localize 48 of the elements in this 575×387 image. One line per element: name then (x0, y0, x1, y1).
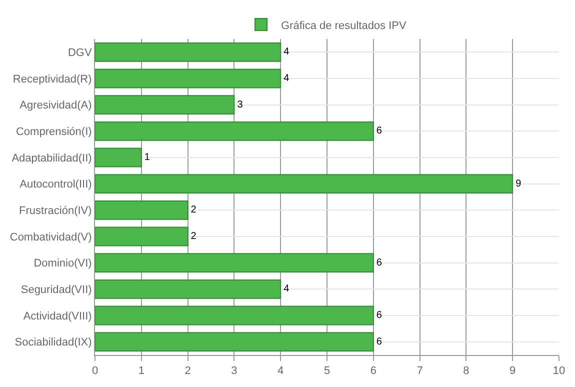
data-label: 1 (144, 152, 150, 163)
x-tick-label: 9 (510, 365, 516, 378)
x-tick-label: 5 (324, 365, 330, 378)
data-label: 4 (284, 284, 290, 295)
data-label: 2 (190, 204, 197, 216)
bar (95, 332, 374, 352)
bar (95, 174, 514, 194)
x-tick-label: 3 (231, 365, 238, 378)
y-tick-label: Adaptabilidad(II) (12, 152, 92, 164)
data-label: 6 (376, 336, 382, 348)
data-label: 4 (284, 73, 290, 84)
data-label: 9 (516, 178, 522, 190)
bar (95, 226, 188, 246)
y-tick-label: Actividad(VIII) (23, 310, 92, 322)
y-tick-label: Autocontrol(III) (20, 178, 92, 191)
y-tick-label: Dominio(VI) (34, 258, 92, 270)
x-tick-label: 8 (463, 365, 470, 378)
data-label: 3 (237, 99, 244, 110)
bar (95, 42, 282, 62)
bar (95, 253, 374, 273)
y-tick-label: DGV (68, 47, 92, 60)
y-tick-label: Comprensión(I) (16, 126, 92, 138)
y-tick-label: Sociabilidad(IX) (14, 336, 92, 349)
y-tick-label: Receptividad(R) (12, 73, 92, 86)
bar (95, 148, 142, 168)
y-tick-label: Combatividad(V) (10, 231, 92, 244)
x-tick-label: 0 (92, 365, 98, 378)
data-label: 6 (376, 257, 382, 268)
x-tick-label: 10 (552, 365, 566, 378)
bar (95, 68, 282, 88)
y-tick-label: Agresividad(A) (20, 100, 92, 112)
x-tick-label: 1 (138, 365, 144, 378)
bar (95, 95, 235, 115)
bar (95, 200, 188, 220)
bar (95, 306, 374, 326)
y-tick-label: Frustración(IV) (19, 205, 92, 218)
x-tick-label: 6 (370, 365, 376, 378)
bar (95, 121, 374, 141)
x-tick-label: 2 (184, 365, 191, 378)
data-label: 6 (376, 126, 382, 137)
x-tick-label: 4 (278, 365, 284, 378)
data-label: 4 (284, 46, 290, 58)
legend-label: Gráfica de resultados IPV (281, 20, 408, 32)
data-label: 2 (190, 231, 197, 242)
x-tick-label: 7 (416, 365, 423, 378)
bar (95, 279, 282, 299)
data-label: 6 (376, 310, 382, 321)
y-tick-label: Seguridad(VII) (20, 284, 92, 296)
